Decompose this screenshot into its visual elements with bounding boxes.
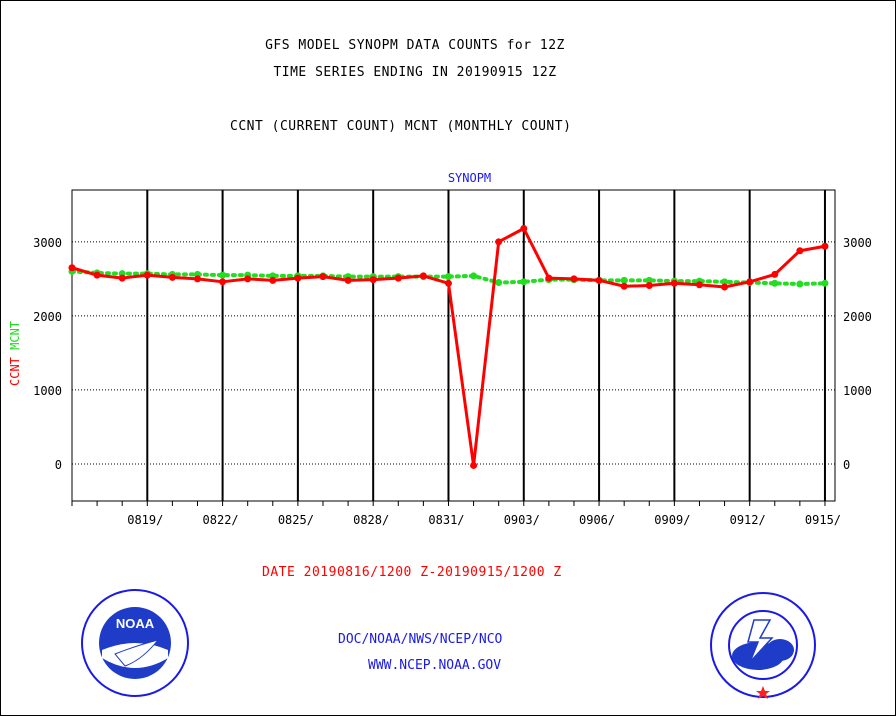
x-tick-label: 0912/ [730,513,766,527]
x-tick-label: 0906/ [579,513,615,527]
y-tick-label-right: 2000 [843,310,872,324]
mcnt-point [821,279,829,287]
mcnt-point [796,280,804,288]
nws-logo [710,592,816,699]
ccnt-point [746,278,754,286]
ccnt-point [394,274,402,282]
x-tick-label: 0915/ [805,513,841,527]
y-axis-label: CCNT MCNT [8,321,22,386]
x-tick-label: 0828/ [353,513,389,527]
ccnt-point [620,282,628,290]
footer-org-link[interactable]: DOC/NOAA/NWS/NCEP/NCO [338,632,503,647]
ccnt-point [93,271,101,279]
mcnt-point [444,273,452,281]
ccnt-point [444,279,452,287]
y-tick-label-left: 3000 [33,236,62,250]
x-tick-label: 0822/ [203,513,239,527]
ccnt-point [570,275,578,283]
mcnt-point [771,279,779,287]
y-axis-label-mcnt: MCNT [8,321,22,350]
x-tick-label: 0831/ [428,513,464,527]
y-axis-label-ccnt: CCNT [8,350,22,386]
ccnt-point [319,273,327,281]
y-tick-label-right: 0 [843,458,850,472]
plot-title: SYNOPM [448,171,491,185]
ccnt-point [495,238,503,246]
ccnt-point [796,247,804,255]
x-tick-label: 0825/ [278,513,314,527]
x-tick-label: 0909/ [654,513,690,527]
mcnt-point [620,276,628,284]
mcnt-point [470,272,478,280]
x-tick-label: 0903/ [504,513,540,527]
ccnt-point [168,273,176,281]
ccnt-point [821,242,829,250]
y-tick-label-right: 3000 [843,236,872,250]
ccnt-point [143,271,151,279]
legend-description: CCNT (CURRENT COUNT) MCNT (MONTHLY COUNT… [230,119,572,134]
ccnt-point [595,276,603,284]
ccnt-point [645,282,653,290]
ccnt-point [118,274,126,282]
ccnt-point [369,276,377,284]
ccnt-point [294,274,302,282]
ccnt-point [344,276,352,284]
date-range-label: DATE 20190816/1200 Z-20190915/1200 Z [262,565,562,580]
svg-text:NOAA: NOAA [116,616,155,631]
mcnt-point [219,271,227,279]
plot-frame [71,189,836,502]
ccnt-point [520,225,528,233]
mcnt-point [495,279,503,287]
y-tick-label-left: 2000 [33,310,62,324]
noaa-logo: NOAA [81,589,189,697]
ccnt-point [695,281,703,289]
ccnt-point [68,264,76,272]
ccnt-point [470,461,478,469]
footer-url-link[interactable]: WWW.NCEP.NOAA.GOV [368,658,502,673]
ccnt-point [244,275,252,283]
ccnt-point [545,274,553,282]
ccnt-point [269,276,277,284]
y-tick-label-left: 0 [55,458,62,472]
mcnt-point [645,276,653,284]
ccnt-point [419,272,427,280]
y-tick-label-left: 1000 [33,384,62,398]
mcnt-point [721,278,729,286]
x-tick-label: 0819/ [127,513,163,527]
mcnt-point [520,278,528,286]
chart-title-line2: TIME SERIES ENDING IN 20190915 12Z [273,65,557,80]
y-tick-label-right: 1000 [843,384,872,398]
chart-title-line1: GFS MODEL SYNOPM DATA COUNTS for 12Z [265,38,565,53]
ccnt-point [771,270,779,278]
ccnt-point [193,275,201,283]
ccnt-point [670,279,678,287]
ccnt-point [219,278,227,286]
ccnt-point [721,283,729,291]
